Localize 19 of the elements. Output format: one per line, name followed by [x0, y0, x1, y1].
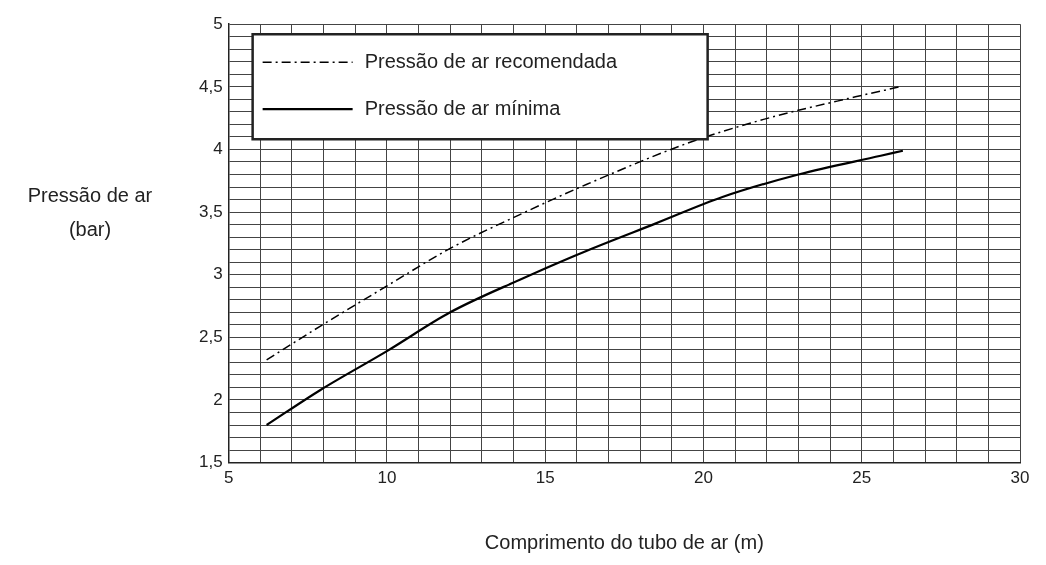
x-axis-title: Comprimento do tubo de ar (m) [484, 531, 764, 553]
y-tick-label: 3,5 [198, 201, 223, 221]
legend-label: Pressão de ar recomendada [364, 49, 618, 72]
y-tick-label: 2 [213, 389, 223, 409]
line-series [265, 86, 901, 361]
y-tick-label: 3 [213, 264, 223, 284]
y-tick-label: 4 [213, 139, 223, 159]
y-tick-label: 2,5 [198, 327, 223, 347]
x-tick-label: 15 [535, 468, 555, 488]
y-tick-label: 4,5 [198, 76, 223, 96]
y-tick-label: 1,5 [198, 452, 223, 472]
y-tick-label: 5 [213, 13, 223, 33]
x-tick-label: 30 [1010, 468, 1030, 488]
legend-label: Pressão de ar mínima [364, 96, 562, 119]
line-series [265, 149, 904, 427]
x-tick-label: 20 [693, 468, 713, 488]
x-tick-label: 25 [852, 468, 872, 488]
x-tick-label: 10 [377, 468, 397, 488]
y-axis-title: Pressão de ar (bar) [27, 183, 153, 240]
